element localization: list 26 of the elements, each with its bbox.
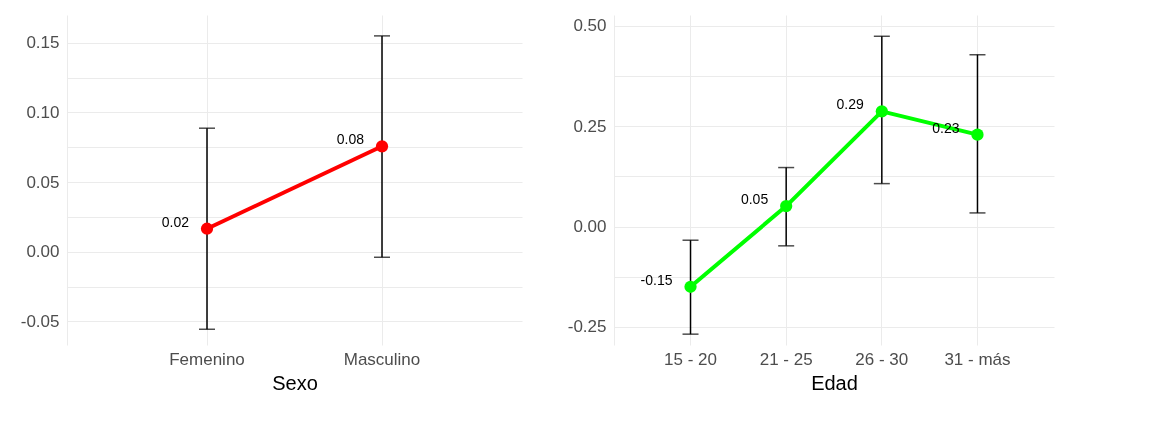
y-tick-label: 0.25 bbox=[573, 116, 607, 136]
x-axis-title: Sexo bbox=[272, 371, 318, 394]
x-axis-title: Edad bbox=[811, 371, 858, 394]
x-tick-label: 26 - 30 bbox=[855, 349, 909, 369]
point bbox=[971, 128, 984, 141]
y-tick-label: -0.25 bbox=[567, 317, 607, 337]
y-tick-label: 0.50 bbox=[573, 16, 607, 36]
x-tick-label: 31 - más bbox=[944, 349, 1011, 369]
x-tick-label: Femenino bbox=[169, 349, 245, 369]
data-label: 0.05 bbox=[740, 191, 769, 208]
data-label: -0.15 bbox=[640, 271, 673, 288]
y-tick-label: 0.00 bbox=[573, 217, 607, 237]
point bbox=[780, 199, 793, 213]
data-label: 0.29 bbox=[836, 96, 865, 113]
y-tick-label: -0.05 bbox=[20, 311, 60, 331]
y-tick-label: 0.15 bbox=[26, 33, 60, 53]
y-tick-label: 0.10 bbox=[26, 102, 60, 122]
data-label: 0.08 bbox=[336, 131, 365, 148]
y-tick-label: 0.00 bbox=[26, 242, 60, 262]
point bbox=[684, 280, 697, 293]
x-tick-label: 21 - 25 bbox=[759, 349, 813, 369]
x-tick-label: Masculino bbox=[343, 349, 421, 369]
x-tick-label: 15 - 20 bbox=[664, 349, 717, 369]
point bbox=[875, 105, 888, 118]
y-tick-label: 0.05 bbox=[26, 172, 60, 192]
data-label: 0.02 bbox=[161, 213, 190, 230]
